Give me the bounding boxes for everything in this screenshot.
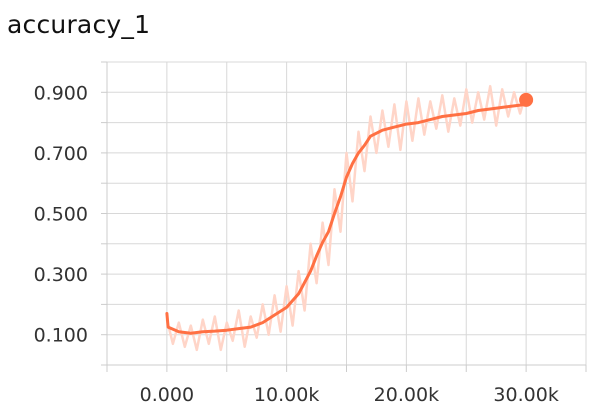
tick-labels: 0.100 0.300 0.500 0.700 0.900 0.000 10.00k 20.0… bbox=[34, 82, 559, 406]
raw-series bbox=[165, 84, 528, 352]
x-tick-label: 0.000 bbox=[140, 384, 194, 406]
smoothed-series-line bbox=[165, 102, 528, 335]
grid bbox=[106, 61, 587, 366]
y-tick-label: 0.900 bbox=[34, 82, 88, 104]
y-tick-label: 0.300 bbox=[34, 264, 88, 286]
y-tick-label: 0.700 bbox=[34, 143, 88, 165]
raw-series-line bbox=[165, 84, 528, 352]
chart-title: accuracy_1 bbox=[7, 10, 151, 39]
last-point-marker bbox=[519, 92, 534, 107]
x-tick-label: 20.00k bbox=[374, 384, 439, 406]
x-tick-label: 30.00k bbox=[493, 384, 558, 406]
x-tick-label: 10.00k bbox=[254, 384, 319, 406]
smoothed-series bbox=[165, 92, 534, 335]
axes bbox=[101, 61, 587, 372]
y-tick-label: 0.100 bbox=[34, 325, 88, 347]
y-tick-label: 0.500 bbox=[34, 204, 88, 226]
